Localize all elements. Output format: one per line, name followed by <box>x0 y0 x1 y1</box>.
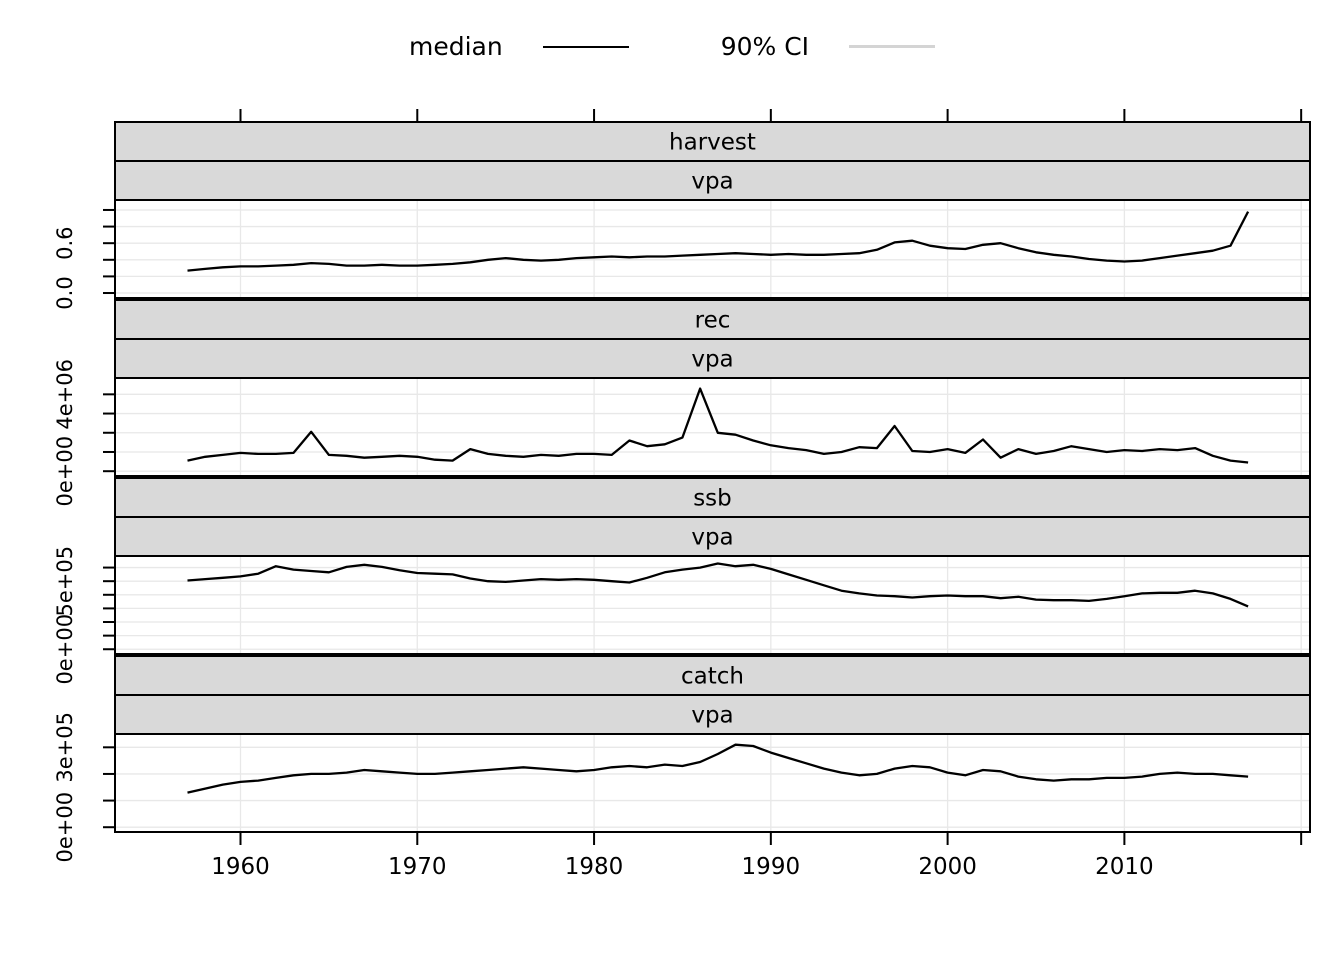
median-line-swatch <box>542 45 629 48</box>
strip-inner-harvest <box>114 160 1311 201</box>
legend: median 90% CI <box>0 32 1344 61</box>
y-axis-rec: 0e+00 4e+06 <box>53 359 115 507</box>
median-line-harvest <box>187 211 1250 272</box>
gridlines-ssb <box>116 557 1309 653</box>
legend-label-median: median <box>408 32 503 61</box>
ci-line-swatch <box>849 45 936 48</box>
median-line-catch <box>187 743 1249 794</box>
legend-item-ci: 90% CI <box>720 32 936 61</box>
bottom-axis: 1960 1970 1980 1990 2000 2010 <box>211 832 1303 880</box>
legend-item-median: median <box>409 32 629 61</box>
median-line-rec <box>187 387 1249 464</box>
strip-outer-label-rec: rec <box>695 308 731 334</box>
strip-inner-rec <box>114 338 1311 379</box>
strip-outer-label-catch: catch <box>681 664 744 690</box>
x-tick-label-1970: 1970 <box>388 854 447 880</box>
y-tick-label-catch: 3e+05 <box>53 712 77 783</box>
strip-inner-label-rec: vpa <box>691 347 733 373</box>
y-tick-label-harvest: 0.6 <box>53 226 77 259</box>
strip-outer-label-ssb: ssb <box>693 486 732 512</box>
y-axis-catch: 0e+00 3e+05 <box>53 712 115 863</box>
strip-inner-label-ssb: vpa <box>691 525 733 551</box>
y-tick-label-ssb: 0e+00 <box>53 614 77 685</box>
y-tick-label-rec: 0e+00 <box>53 436 77 507</box>
legend-label-ci: 90% CI <box>720 32 810 61</box>
panel-border-rec <box>114 377 1311 477</box>
strip-inner-catch <box>114 694 1311 735</box>
panel-group-catch: catch vpa 0e+00 3e+05 <box>53 655 1311 863</box>
strip-inner-label-harvest: vpa <box>691 169 733 195</box>
gridlines-rec <box>116 379 1309 475</box>
panel-border-harvest <box>114 199 1311 299</box>
x-tick-label-2010: 2010 <box>1095 854 1154 880</box>
panel-group-harvest: harvest vpa 0.0 0.6 <box>53 121 1311 310</box>
strip-inner-ssb <box>114 516 1311 557</box>
panel-border-ssb <box>114 555 1311 655</box>
top-axis-ticks <box>239 109 1303 122</box>
strip-outer-catch <box>114 655 1311 696</box>
x-tick-label-1960: 1960 <box>211 854 270 880</box>
x-tick-label-2000: 2000 <box>918 854 977 880</box>
x-tick-label-1980: 1980 <box>565 854 624 880</box>
y-tick-label-ssb: 5e+05 <box>53 546 77 617</box>
median-line-ssb <box>187 562 1249 608</box>
y-tick-label-catch: 0e+00 <box>53 792 77 863</box>
y-axis-harvest: 0.0 0.6 <box>53 208 115 310</box>
strip-outer-label-harvest: harvest <box>669 130 756 156</box>
strip-inner-label-catch: vpa <box>691 703 733 729</box>
panel-border-catch <box>114 733 1311 833</box>
x-tick-label-1990: 1990 <box>742 854 801 880</box>
strip-outer-ssb <box>114 477 1311 518</box>
gridlines-catch <box>116 735 1309 831</box>
y-tick-label-rec: 4e+06 <box>53 359 77 430</box>
y-tick-label-harvest: 0.0 <box>53 276 77 309</box>
panel-group-rec: rec vpa 0e+00 4e+06 <box>53 299 1311 507</box>
gridlines-harvest <box>116 201 1309 297</box>
